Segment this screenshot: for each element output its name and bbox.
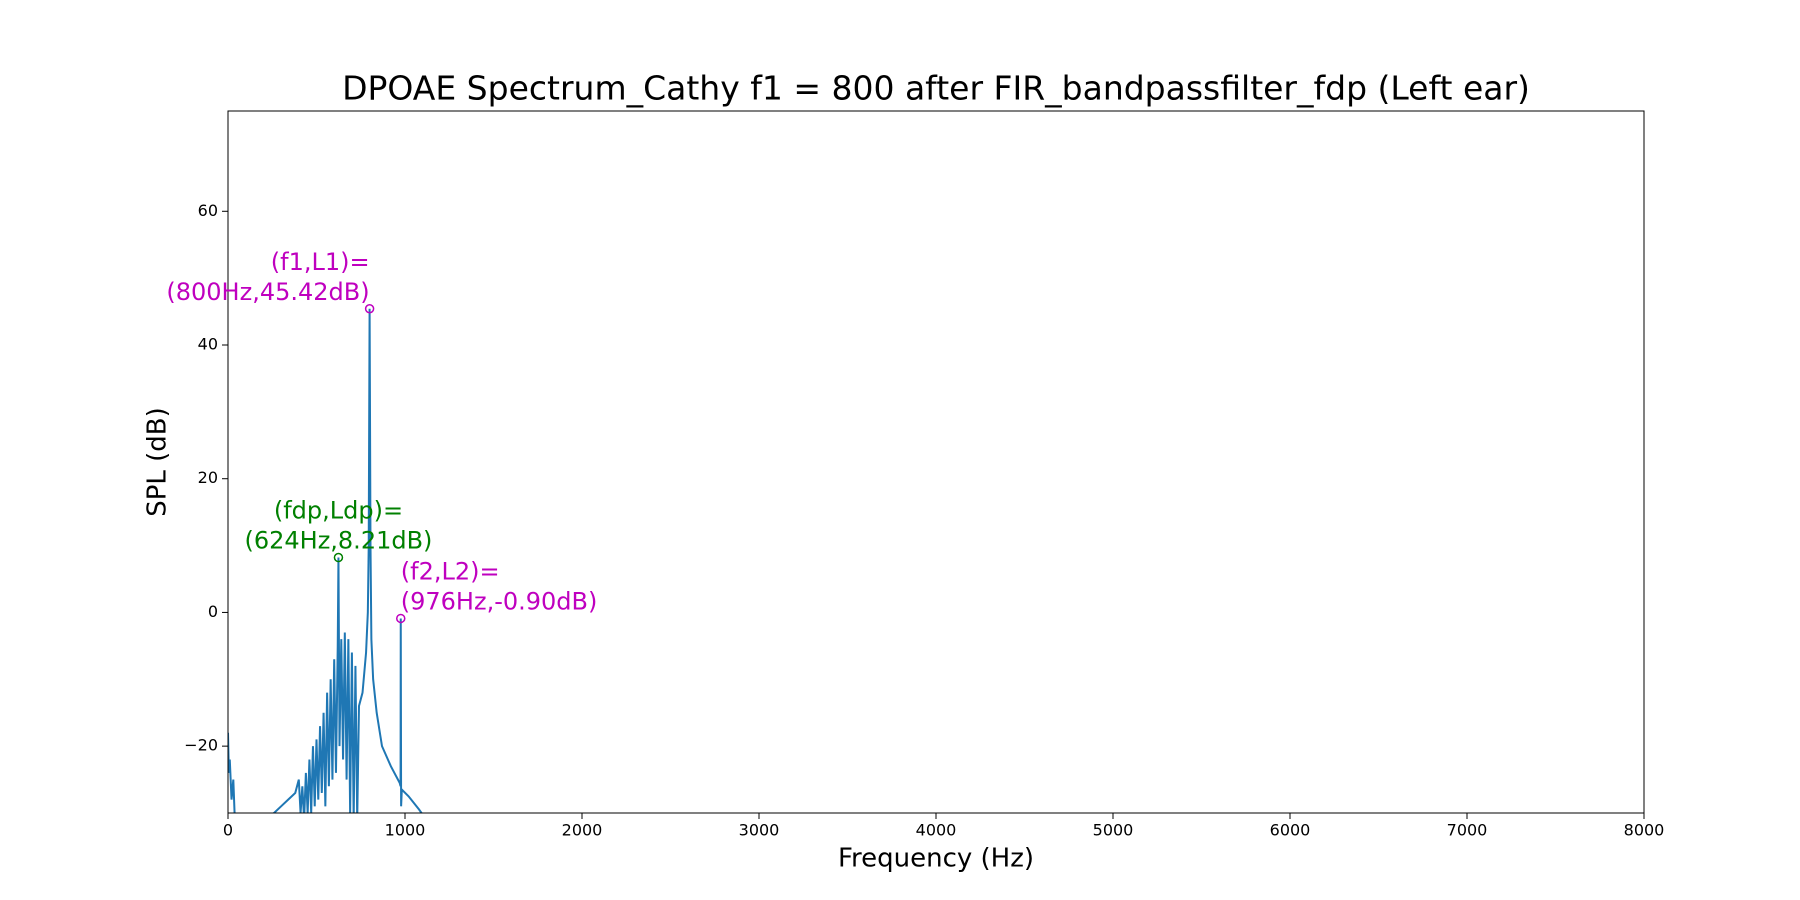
y-tick-label: 0: [208, 602, 218, 621]
x-tick-label: 6000: [1270, 821, 1311, 840]
annotation-text: (fdp,Ldp)=: [274, 497, 403, 525]
spectrum-line: [228, 308, 423, 813]
x-tick-label: 4000: [916, 821, 957, 840]
annotation-text: (f2,L2)=: [401, 557, 500, 585]
x-tick-label: 2000: [562, 821, 603, 840]
plot-frame: [227, 110, 1645, 814]
annotation-marker: [396, 613, 406, 624]
y-tick-label: 60: [198, 201, 218, 220]
x-tick-label: 3000: [739, 821, 780, 840]
annotation-text: (976Hz,-0.90dB): [401, 587, 598, 615]
x-axis-label: Frequency (Hz): [838, 844, 1034, 874]
x-tick-label: 0: [223, 821, 233, 840]
annotation-marker: [364, 304, 375, 314]
annotation-marker: [333, 552, 344, 563]
x-tick-label: 7000: [1447, 821, 1488, 840]
x-tick-label: 8000: [1624, 821, 1665, 840]
x-tick-label: 5000: [1093, 821, 1134, 840]
y-tick-label: 40: [198, 335, 218, 354]
y-tick-label: −20: [184, 736, 218, 755]
annotation-text: (624Hz,8.21dB): [244, 527, 432, 555]
chart-title: DPOAE Spectrum_Cathy f1 = 800 after FIR_…: [342, 69, 1530, 108]
y-tick-label: 20: [198, 468, 218, 487]
annotation-text: (f1,L1)=: [271, 248, 370, 276]
x-tick-label: 1000: [385, 821, 426, 840]
annotation-text: (800Hz,45.42dB): [166, 278, 369, 306]
y-axis-label: SPL (dB): [143, 407, 173, 517]
